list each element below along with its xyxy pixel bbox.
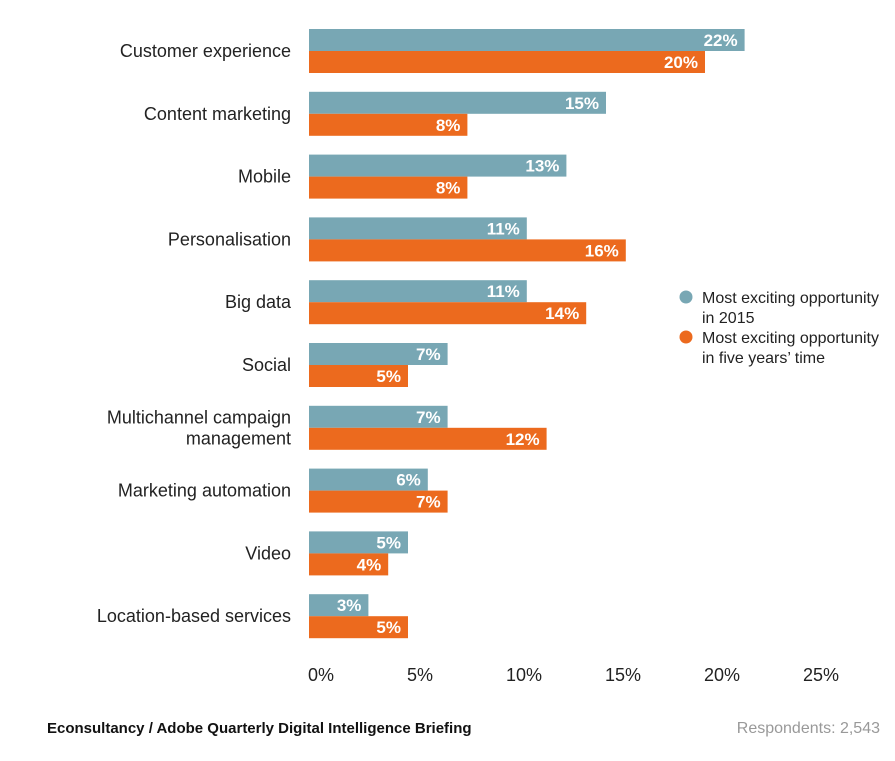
bar-five-years [309, 302, 587, 325]
x-tick-label: 20% [704, 665, 740, 685]
legend-marker [679, 330, 693, 344]
legend-label: in five years’ time [702, 350, 825, 367]
bar-five-years [309, 239, 626, 262]
legend: Most exciting opportunity in 2015 Most exc… [679, 290, 879, 367]
bar-five-years [309, 113, 468, 136]
x-tick-label: 15% [605, 665, 641, 685]
data-label: 5% [376, 533, 401, 552]
data-label: 11% [487, 219, 520, 238]
bar-2015 [309, 594, 369, 617]
bar-five-years [309, 51, 705, 73]
category-label: Marketing automation [118, 481, 291, 501]
legend-label: Most exciting opportunity [702, 330, 879, 347]
bar-2015 [309, 405, 448, 428]
category-labels: Customer experience Content marketing Mobi… [97, 41, 292, 626]
category-label: management [186, 428, 291, 448]
data-label: 3% [337, 596, 362, 615]
footer-source: Econsultancy / Adobe Quarterly Digital I… [47, 720, 472, 737]
data-label: 6% [396, 471, 421, 490]
x-axis-tick-labels: 0% 5% 10% 15% 20% 25% [308, 665, 839, 685]
x-tick-label: 5% [407, 665, 433, 685]
bar-2015 [309, 280, 527, 303]
category-label: Mobile [238, 167, 291, 187]
x-tick-label: 0% [308, 665, 334, 685]
category-label: Content marketing [144, 104, 291, 124]
data-label: 16% [585, 241, 619, 260]
data-label: 4% [357, 555, 382, 574]
bar-2015 [309, 217, 527, 240]
data-label: 13% [525, 157, 559, 176]
bar-2015 [309, 91, 606, 114]
category-label: Customer experience [120, 41, 291, 61]
data-label: 14% [545, 304, 579, 323]
bar-five-years [309, 176, 468, 199]
bar-2015 [309, 343, 448, 365]
bar-2015 [309, 29, 745, 51]
data-label: 22% [704, 31, 738, 50]
bar-2015 [309, 531, 408, 554]
category-label: Video [245, 543, 291, 563]
category-label: Personalisation [168, 229, 291, 249]
category-label: Multichannel campaign [107, 407, 291, 427]
bars: 22% 20% 15% 8% 13% 8% 11% 16% 11% 14% 7% 5% 7% 12% 6% 7… [309, 29, 745, 639]
category-label: Big data [225, 292, 292, 312]
bar-five-years [309, 490, 448, 513]
data-label: 7% [416, 493, 441, 512]
bar-five-years [309, 616, 408, 639]
bar-2015 [309, 154, 567, 177]
data-label: 8% [436, 179, 461, 198]
data-label: 5% [376, 367, 401, 386]
x-tick-label: 10% [506, 665, 542, 685]
data-label: 11% [487, 282, 520, 301]
category-label: Location-based services [97, 606, 291, 626]
legend-label: Most exciting opportunity [702, 290, 879, 307]
data-label: 7% [416, 408, 441, 427]
data-label: 20% [664, 53, 698, 72]
bar-2015 [309, 468, 428, 491]
data-label: 15% [565, 94, 599, 113]
legend-label: in 2015 [702, 310, 755, 327]
data-label: 8% [436, 116, 461, 135]
x-tick-label: 25% [803, 665, 839, 685]
bar-five-years [309, 427, 547, 450]
data-label: 5% [376, 618, 401, 637]
category-label: Social [242, 355, 291, 375]
data-label: 7% [416, 345, 441, 364]
bar-five-years [309, 553, 389, 576]
legend-marker [679, 290, 693, 304]
data-label: 12% [506, 430, 540, 449]
footer-respondents: Respondents: 2,543 [737, 720, 880, 737]
bar-five-years [309, 365, 408, 387]
